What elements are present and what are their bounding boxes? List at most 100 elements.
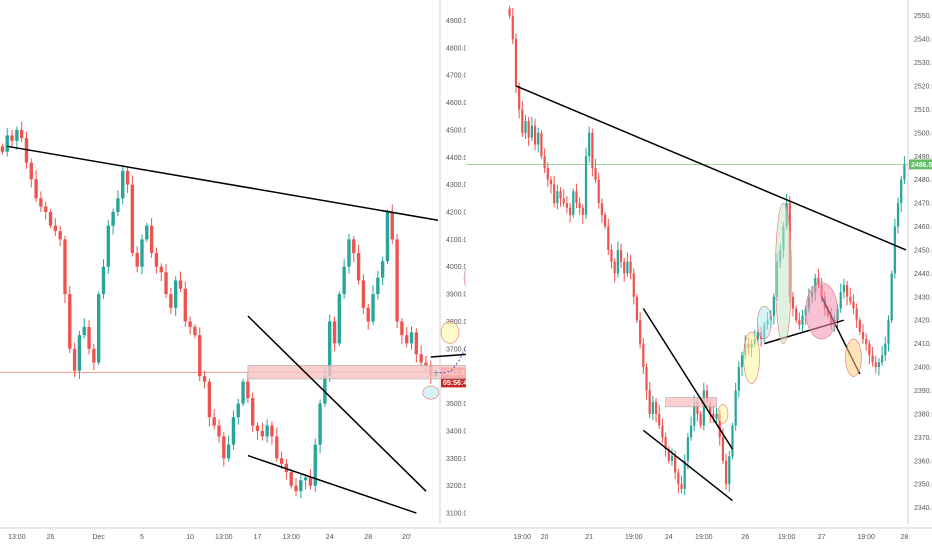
y-tick-label: 2430.00 — [914, 294, 932, 301]
x-tick-label: 19:00 — [625, 534, 643, 541]
candle-body — [858, 320, 861, 332]
pink-zone — [247, 364, 466, 380]
candle-body — [246, 381, 250, 399]
candle-body — [801, 315, 804, 325]
candle-body — [712, 413, 715, 419]
highlight-ellipse — [463, 268, 466, 288]
highlight-ellipse — [775, 202, 792, 344]
candle-body — [677, 472, 680, 485]
candle-body — [619, 249, 623, 262]
candle-body — [581, 207, 584, 215]
candle-body — [308, 477, 313, 486]
x-tick-label: Dec — [92, 534, 105, 541]
candle-body — [629, 261, 632, 274]
candle-body — [202, 376, 207, 382]
candle-body — [842, 285, 846, 293]
candle-body — [356, 253, 361, 281]
candle-body — [718, 413, 721, 438]
y-tick-label: 4600.00 — [446, 100, 466, 107]
candle-body — [588, 132, 591, 157]
y-tick-label: 3300.00 — [446, 456, 466, 463]
x-tick-label: 26 — [741, 534, 749, 541]
candle-body — [29, 162, 33, 180]
candle-body — [639, 320, 642, 344]
candle-body — [874, 362, 877, 368]
candle-body — [871, 355, 874, 363]
candle-body — [294, 485, 298, 492]
candle-body — [852, 301, 855, 309]
candle-body — [188, 321, 192, 327]
candle-body — [111, 212, 115, 226]
candle-body — [77, 335, 82, 371]
candle-body — [795, 308, 798, 321]
candle-body — [654, 402, 658, 414]
y-tick-label: 2540.00 — [914, 37, 932, 44]
y-tick-label: 2500.00 — [914, 130, 932, 137]
candle-body — [584, 156, 588, 215]
candle-body — [798, 320, 801, 325]
highlight-ellipse — [440, 321, 460, 344]
candle-body — [217, 425, 221, 437]
candle-body — [591, 132, 594, 168]
x-tick-label: 28 — [901, 534, 909, 541]
candle-body — [299, 480, 303, 492]
y-tick-label: 2380.00 — [914, 411, 932, 418]
candle-body — [791, 296, 795, 309]
highlight-ellipse — [422, 385, 440, 400]
countdown-tag — [441, 377, 466, 388]
candle-body — [839, 292, 842, 309]
candle-body — [178, 280, 183, 289]
candle-body — [610, 249, 613, 262]
candle-body — [289, 472, 293, 486]
candle-body — [884, 343, 887, 356]
trend-line — [247, 454, 417, 514]
candle-body — [154, 253, 159, 267]
candle-body — [533, 125, 537, 145]
x-tick-label: 13:00 — [8, 534, 26, 541]
candle-body — [648, 390, 651, 414]
candle-body — [63, 239, 67, 295]
candle-body — [658, 413, 661, 426]
candle-body — [728, 456, 731, 485]
trend-line — [642, 429, 733, 502]
candle-body — [693, 402, 696, 426]
candle-body — [772, 296, 775, 316]
candle-body — [689, 425, 693, 438]
x-tick-label: 19:00 — [778, 534, 796, 541]
candle-body — [145, 225, 149, 240]
y-tick-label: 2490.00 — [914, 154, 932, 161]
candle-body — [861, 331, 865, 339]
candle-body — [702, 390, 705, 426]
y-tick-label: 4700.00 — [446, 73, 466, 80]
y-tick-label: 4100.00 — [446, 237, 466, 244]
candle-body — [578, 203, 581, 208]
candle-body — [709, 402, 712, 414]
candle-body — [313, 444, 317, 486]
y-tick-label: 4400.00 — [446, 155, 466, 162]
y-tick-label: 2510.00 — [914, 107, 932, 114]
candle-body — [616, 249, 619, 274]
y-tick-label: 2450.00 — [914, 247, 932, 254]
candle-body — [556, 191, 559, 204]
candle-body — [890, 273, 893, 321]
y-tick-label: 3100.00 — [446, 511, 466, 518]
candle-body — [651, 402, 654, 414]
candle-body — [318, 403, 322, 445]
candle-body — [92, 348, 96, 363]
price-tag-label: 2486.53 — [911, 162, 932, 169]
candle-body — [715, 413, 718, 419]
candle-body — [632, 273, 635, 297]
candle-body — [284, 463, 289, 472]
candle-body — [130, 184, 135, 254]
y-tick-label: 2410.00 — [914, 341, 932, 348]
candle-body — [15, 129, 19, 141]
y-tick-label: 4300.00 — [446, 182, 466, 189]
candle-body — [409, 332, 414, 344]
candle-body — [683, 460, 686, 489]
candle-body — [198, 335, 202, 377]
candle-body — [881, 355, 884, 363]
candle-body — [380, 261, 385, 278]
candle-body — [731, 425, 734, 457]
candle-body — [169, 294, 173, 308]
